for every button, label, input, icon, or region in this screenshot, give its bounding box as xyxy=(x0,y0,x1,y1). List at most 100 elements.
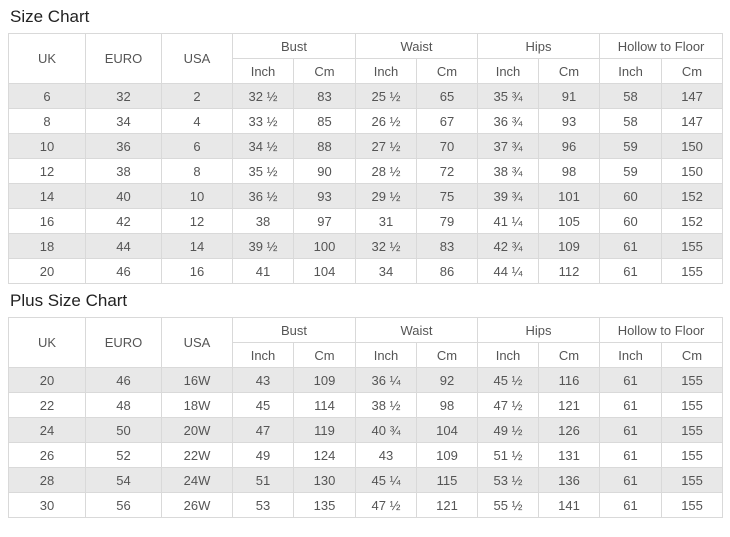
data-cell: 14 xyxy=(161,233,233,259)
data-cell: 109 xyxy=(292,367,357,393)
size-chart-title: Size Chart xyxy=(10,7,90,26)
data-cell: 49 ½ xyxy=(477,417,540,443)
data-cell: 28 xyxy=(8,467,86,493)
data-cell: 44 xyxy=(85,233,162,259)
table-row: 8 34 4 33 ½ 85 26 ½ 67 36 ¾ 93 58 147 xyxy=(8,108,724,134)
sub-header-cell: Cm xyxy=(292,342,357,368)
data-cell: 35 ¾ xyxy=(477,83,540,109)
data-cell: 24 xyxy=(8,417,86,443)
group-header-cell: Waist xyxy=(355,33,479,59)
column-header-cell: UK xyxy=(8,317,86,368)
data-cell: 114 xyxy=(292,392,357,418)
data-cell: 20 xyxy=(8,258,86,284)
sub-header-cell: Cm xyxy=(538,342,601,368)
data-cell: 36 xyxy=(85,133,162,159)
data-cell: 135 xyxy=(292,492,357,518)
data-cell: 6 xyxy=(8,83,86,109)
data-cell: 47 ½ xyxy=(355,492,418,518)
data-cell: 45 xyxy=(232,392,294,418)
data-cell: 14 xyxy=(8,183,86,209)
data-cell: 46 xyxy=(85,258,162,284)
data-cell: 155 xyxy=(661,392,724,418)
data-cell: 56 xyxy=(85,492,162,518)
table-row: 6 32 2 32 ½ 83 25 ½ 65 35 ¾ 91 58 147 xyxy=(8,83,724,109)
group-header-cell: Waist xyxy=(355,317,479,343)
data-cell: 98 xyxy=(538,158,601,184)
table-row: 14 40 10 36 ½ 93 29 ½ 75 39 ¾ 101 60 152 xyxy=(8,183,724,209)
data-cell: 97 xyxy=(292,208,357,234)
data-cell: 54 xyxy=(85,467,162,493)
data-cell: 27 ½ xyxy=(355,133,418,159)
data-cell: 147 xyxy=(661,83,724,109)
table-row: 20 46 16W 43 109 36 ¼ 92 45 ½ 116 61 155 xyxy=(8,367,724,393)
sub-header-cell: Inch xyxy=(355,342,418,368)
data-cell: 29 ½ xyxy=(355,183,418,209)
data-cell: 28 ½ xyxy=(355,158,418,184)
data-cell: 33 ½ xyxy=(232,108,294,134)
data-cell: 43 xyxy=(232,367,294,393)
data-cell: 36 ¼ xyxy=(355,367,418,393)
table-row: 12 38 8 35 ½ 90 28 ½ 72 38 ¾ 98 59 150 xyxy=(8,158,724,184)
data-cell: 59 xyxy=(599,158,663,184)
data-cell: 46 xyxy=(85,367,162,393)
data-cell: 131 xyxy=(538,442,601,468)
data-cell: 36 ¾ xyxy=(477,108,540,134)
data-cell: 30 xyxy=(8,492,86,518)
sub-header-row: Inch Cm Inch Cm Inch Cm Inch Cm xyxy=(9,342,724,368)
data-cell: 85 xyxy=(292,108,357,134)
data-cell: 93 xyxy=(538,108,601,134)
data-cell: 32 xyxy=(85,83,162,109)
data-cell: 53 ½ xyxy=(477,467,540,493)
data-cell: 31 xyxy=(355,208,418,234)
data-cell: 155 xyxy=(661,442,724,468)
data-cell: 12 xyxy=(161,208,233,234)
data-cell: 49 xyxy=(232,442,294,468)
data-cell: 12 xyxy=(8,158,86,184)
data-cell: 48 xyxy=(85,392,162,418)
data-cell: 41 xyxy=(232,258,294,284)
sub-header-cell: Cm xyxy=(538,58,601,84)
plus-size-chart-title: Plus Size Chart xyxy=(10,291,128,310)
data-cell: 61 xyxy=(599,233,663,259)
data-cell: 39 ½ xyxy=(232,233,294,259)
data-cell: 152 xyxy=(661,208,724,234)
data-cell: 92 xyxy=(416,367,479,393)
data-cell: 10 xyxy=(161,183,233,209)
data-cell: 10 xyxy=(8,133,86,159)
data-cell: 86 xyxy=(416,258,479,284)
table-row: 18 44 14 39 ½ 100 32 ½ 83 42 ¾ 109 61 155 xyxy=(8,233,724,259)
data-cell: 55 ½ xyxy=(477,492,540,518)
data-cell: 20W xyxy=(161,417,233,443)
group-header-cell: Bust xyxy=(231,317,357,343)
group-header-cell: Hips xyxy=(477,33,601,59)
data-cell: 112 xyxy=(538,258,601,284)
data-cell: 109 xyxy=(538,233,601,259)
sub-header-row: Inch Cm Inch Cm Inch Cm Inch Cm xyxy=(9,58,724,84)
data-cell: 51 xyxy=(232,467,294,493)
data-cell: 115 xyxy=(416,467,479,493)
data-cell: 150 xyxy=(661,133,724,159)
data-cell: 22 xyxy=(8,392,86,418)
data-cell: 61 xyxy=(599,442,663,468)
data-cell: 104 xyxy=(292,258,357,284)
sub-header-cell: Cm xyxy=(416,342,479,368)
data-cell: 58 xyxy=(599,108,663,134)
sub-header-cell: Inch xyxy=(232,58,294,84)
data-cell: 104 xyxy=(416,417,479,443)
data-cell: 152 xyxy=(661,183,724,209)
data-cell: 141 xyxy=(538,492,601,518)
data-cell: 101 xyxy=(538,183,601,209)
data-cell: 65 xyxy=(416,83,479,109)
data-cell: 38 xyxy=(85,158,162,184)
data-cell: 37 ¾ xyxy=(477,133,540,159)
sub-header-cell: Cm xyxy=(661,342,724,368)
data-cell: 155 xyxy=(661,492,724,518)
data-cell: 109 xyxy=(416,442,479,468)
plus-size-chart-section: Plus Size Chart UK EURO USA Bust Waist Hips Ho… xyxy=(0,291,730,518)
data-cell: 22W xyxy=(161,442,233,468)
data-cell: 130 xyxy=(292,467,357,493)
table-row: 22 48 18W 45 114 38 ½ 98 47 ½ 121 61 155 xyxy=(8,392,724,418)
data-cell: 4 xyxy=(161,108,233,134)
data-cell: 88 xyxy=(292,133,357,159)
data-cell: 34 xyxy=(355,258,418,284)
